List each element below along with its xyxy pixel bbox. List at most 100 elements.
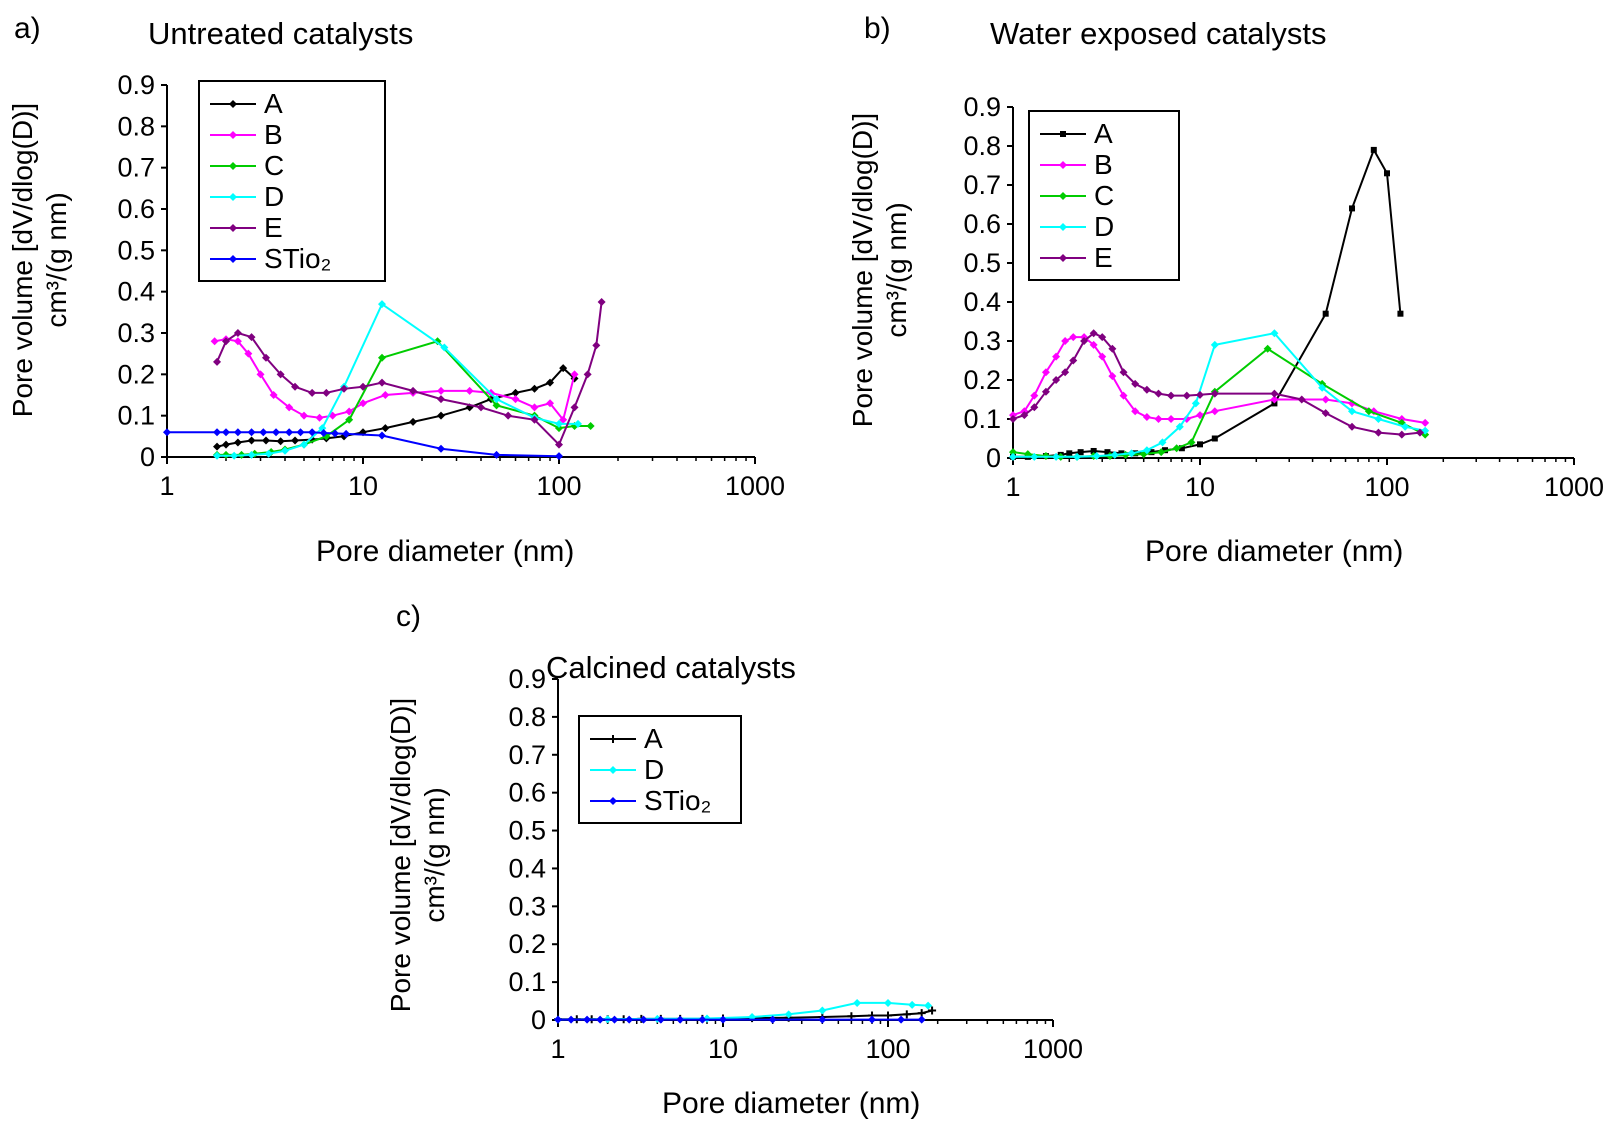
data-point [377, 378, 386, 387]
y-tick-label: 0.9 [508, 664, 546, 694]
data-point [1182, 415, 1191, 423]
y-tick-label: 0.5 [508, 816, 546, 846]
data-point [1397, 430, 1406, 439]
data-point [597, 298, 606, 306]
y-tick-label: 0.3 [508, 891, 546, 921]
data-point [1148, 449, 1155, 456]
data-point [244, 349, 253, 358]
data-point [359, 382, 367, 391]
legend-swatch [1040, 130, 1086, 137]
data-point [1009, 452, 1017, 461]
data-point [213, 428, 222, 437]
legend-swatch-marker [1059, 160, 1067, 169]
data-point [319, 429, 328, 438]
data-point [1052, 376, 1061, 384]
data-point [1370, 146, 1377, 153]
data-point [247, 450, 256, 459]
data-point [570, 403, 579, 412]
legend-swatch-marker [1059, 222, 1067, 231]
legend-swatch [590, 734, 636, 743]
data-point [1020, 411, 1029, 420]
legend-label: A [644, 722, 663, 754]
data-point [559, 364, 568, 373]
data-point [308, 428, 317, 437]
x-tick-label: 100 [536, 471, 581, 501]
data-point [308, 388, 317, 397]
data-point [1030, 391, 1039, 400]
legend-label: D [1094, 210, 1115, 242]
legend-swatch [210, 99, 256, 108]
plot-area: 0 0.1 0.2 0.3 0.4 0.5 0.6 0.7 0.8 0.9 1 10 100 1000 [117, 70, 785, 501]
series-line [216, 366, 576, 448]
y-tick-label: 0.4 [508, 853, 546, 883]
data-point [1089, 329, 1098, 338]
x-axis-label: Pore diameter (nm) [1145, 535, 1404, 568]
legend-item: B [200, 119, 384, 150]
x-tick-label: 1 [1005, 472, 1020, 502]
data-point [1263, 344, 1272, 353]
data-point [256, 370, 265, 379]
data-point [477, 403, 486, 412]
data-point [625, 1015, 634, 1024]
legend-swatch-marker [1059, 253, 1067, 262]
plot-area: 0 0.1 0.2 0.3 0.4 0.5 0.6 0.7 0.8 0.9 1 10 100 1000 [963, 92, 1604, 502]
legend-label: A [264, 87, 283, 119]
data-point [1187, 438, 1196, 447]
data-point [163, 428, 171, 437]
data-point [928, 1006, 937, 1015]
legend-item: A [580, 723, 740, 754]
series-B [1009, 333, 1430, 427]
data-point [897, 1015, 906, 1024]
data-point [285, 428, 294, 437]
data-point [210, 337, 219, 346]
data-point [436, 444, 445, 453]
y-tick-label: 0.2 [117, 359, 155, 389]
data-point [698, 1015, 707, 1024]
legend-swatch [210, 223, 256, 232]
y-tick-label: 0.3 [963, 326, 1001, 356]
data-point [233, 428, 242, 437]
data-point [555, 424, 563, 433]
data-point [583, 1015, 592, 1024]
data-point [1210, 407, 1219, 416]
legend-label: D [264, 180, 285, 212]
data-point [1131, 379, 1140, 388]
legend-swatch [210, 254, 256, 263]
data-point [530, 384, 539, 393]
data-point [511, 388, 520, 397]
y-tick-label: 0.8 [508, 702, 546, 732]
legend-swatch-marker [1059, 191, 1067, 200]
data-point [247, 333, 256, 342]
data-point [213, 442, 222, 451]
data-point [377, 353, 386, 362]
data-point [768, 1015, 777, 1024]
data-point [1321, 409, 1330, 418]
data-point [1270, 395, 1279, 404]
data-point [1030, 452, 1039, 461]
data-point [291, 382, 300, 391]
data-point [233, 337, 242, 346]
data-point [1131, 407, 1140, 416]
data-point [1108, 344, 1117, 353]
x-tick-label: 1000 [725, 471, 785, 501]
data-point [1119, 391, 1128, 400]
data-point [1142, 446, 1151, 455]
panel-label: c) [396, 600, 421, 633]
data-point [1098, 352, 1107, 361]
series-line [214, 338, 576, 423]
chart-panel-b: b) Water exposed catalysts Pore volume [… [840, 0, 1618, 570]
data-point [315, 413, 324, 422]
series-line [216, 301, 603, 447]
data-point [1297, 395, 1306, 404]
y-tick-label: 0.5 [963, 248, 1001, 278]
x-tick-label: 10 [1185, 472, 1215, 502]
chart-panel-a: a) Untreated catalysts Pore volume [dV/d… [0, 0, 800, 570]
legend-label: A [1094, 117, 1113, 149]
data-point [222, 428, 231, 437]
data-point [1052, 452, 1061, 461]
data-point [1349, 205, 1356, 212]
data-point [1167, 415, 1176, 423]
legend-label: D [644, 753, 665, 785]
data-point [377, 431, 386, 440]
data-point [291, 436, 300, 445]
